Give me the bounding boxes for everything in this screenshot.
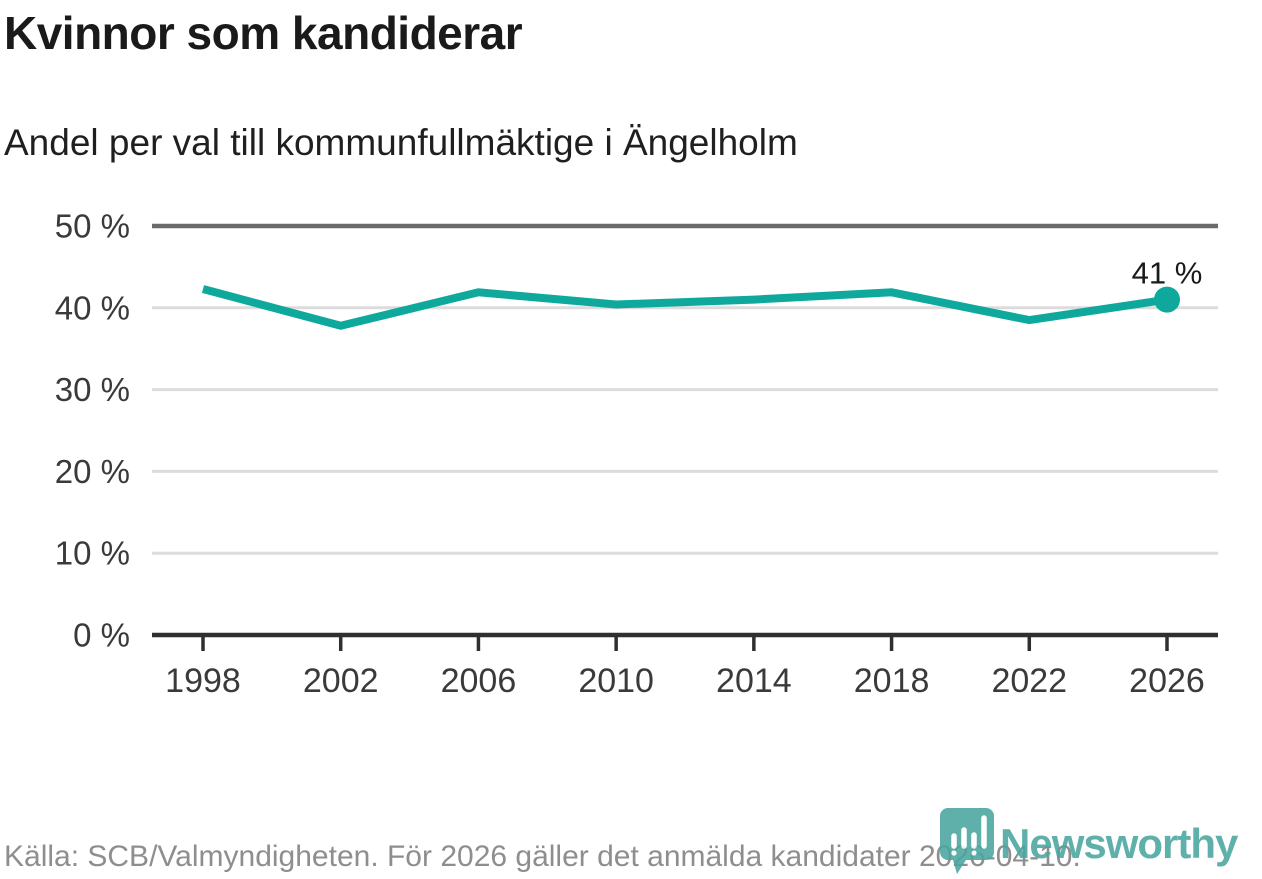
end-point-label: 41 % — [1132, 256, 1203, 291]
newsworthy-logo: Newsworthy — [938, 806, 1262, 879]
y-tick-label-10: 10 % — [55, 535, 130, 572]
data-line-series — [201, 285, 1168, 330]
x-tick-label-2022: 2022 — [991, 662, 1067, 700]
newsworthy-icon — [940, 808, 994, 874]
x-tick-label-2018: 2018 — [854, 662, 930, 700]
y-tick-label-0: 0 % — [73, 617, 130, 654]
x-tick-label-2006: 2006 — [441, 662, 517, 700]
newsworthy-wordmark: Newsworthy — [1000, 820, 1238, 867]
x-tick-label-2014: 2014 — [716, 662, 792, 700]
y-tick-label-20: 20 % — [55, 453, 130, 490]
y-tick-label-30: 30 % — [55, 371, 130, 408]
page-title: Kvinnor som kandiderar — [4, 7, 523, 59]
line-chart: 0 % 10 % 20 % 30 % 40 % 50 % 1998 2002 2006 2010 2… — [55, 208, 1218, 700]
end-point-marker — [1154, 286, 1180, 313]
source-note: Källa: SCB/Valmyndigheten. För 2026 gäll… — [4, 840, 1081, 873]
x-tick-label-2026: 2026 — [1129, 662, 1205, 700]
x-tick-label-1998: 1998 — [165, 662, 241, 700]
y-tick-label-40: 40 % — [55, 289, 130, 326]
y-tick-label-50: 50 % — [55, 208, 130, 245]
page-subtitle: Andel per val till kommunfullmäktige i Ä… — [4, 122, 798, 163]
x-tick-label-2002: 2002 — [303, 662, 379, 700]
x-tick-label-2010: 2010 — [578, 662, 654, 700]
